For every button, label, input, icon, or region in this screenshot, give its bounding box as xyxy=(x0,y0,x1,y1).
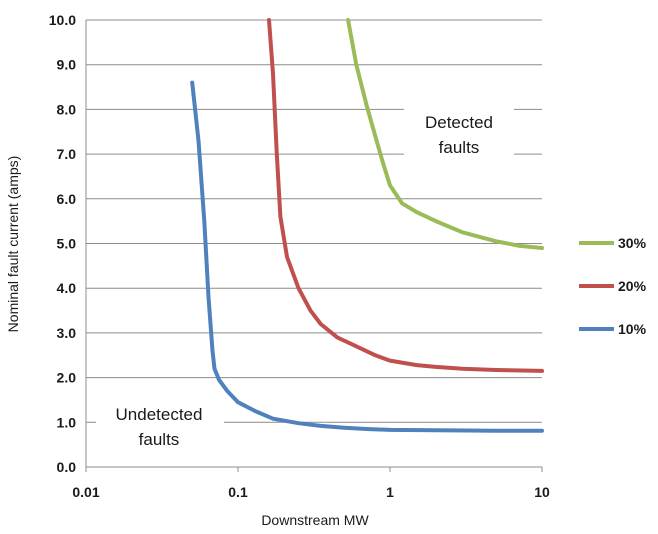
y-tick-label: 1.0 xyxy=(57,414,77,430)
y-tick-label: 8.0 xyxy=(57,101,77,117)
annotation-detected-line1: Detected xyxy=(425,113,493,132)
annotation-detected-line2: faults xyxy=(439,138,480,157)
x-tick-label: 0.01 xyxy=(72,484,99,500)
y-tick-label: 5.0 xyxy=(57,236,77,252)
legend-label-10-pct: 10% xyxy=(618,321,647,337)
series-line-10-pct xyxy=(190,80,544,433)
y-tick-label: 9.0 xyxy=(57,57,77,73)
y-axis-title: Nominal fault current (amps) xyxy=(5,156,21,333)
y-tick-label: 3.0 xyxy=(57,325,77,341)
legend: 30% 20% 10% xyxy=(579,235,647,337)
y-tick-labels: 0.0 1.0 2.0 3.0 4.0 5.0 6.0 7.0 8.0 9.0 10.0 xyxy=(49,12,76,475)
axes xyxy=(85,20,543,472)
x-tick-label: 0.1 xyxy=(228,484,248,500)
legend-label-30-pct: 30% xyxy=(618,235,647,251)
x-tick-label: 1 xyxy=(386,484,394,500)
y-tick-label: 4.0 xyxy=(57,280,77,296)
annotation-undetected-line2: faults xyxy=(139,430,180,449)
x-axis-title: Downstream MW xyxy=(261,512,369,528)
y-tick-label: 0.0 xyxy=(57,459,77,475)
detected-annotation-bg xyxy=(404,104,514,162)
y-tick-label: 10.0 xyxy=(49,12,76,28)
legend-label-20-pct: 20% xyxy=(618,278,647,294)
series-line-20-pct xyxy=(267,18,544,373)
series-line-30-pct xyxy=(346,18,544,250)
x-tick-labels: 0.01 0.1 1 10 xyxy=(72,484,550,500)
undetected-annotation-bg xyxy=(96,398,224,456)
series-lines xyxy=(190,18,544,433)
annotation-undetected-line1: Undetected xyxy=(116,405,203,424)
x-tick-label: 10 xyxy=(534,484,550,500)
y-tick-label: 7.0 xyxy=(57,146,77,162)
y-tick-label: 6.0 xyxy=(57,191,77,207)
y-tick-label: 2.0 xyxy=(57,370,77,386)
gridlines xyxy=(86,19,542,423)
